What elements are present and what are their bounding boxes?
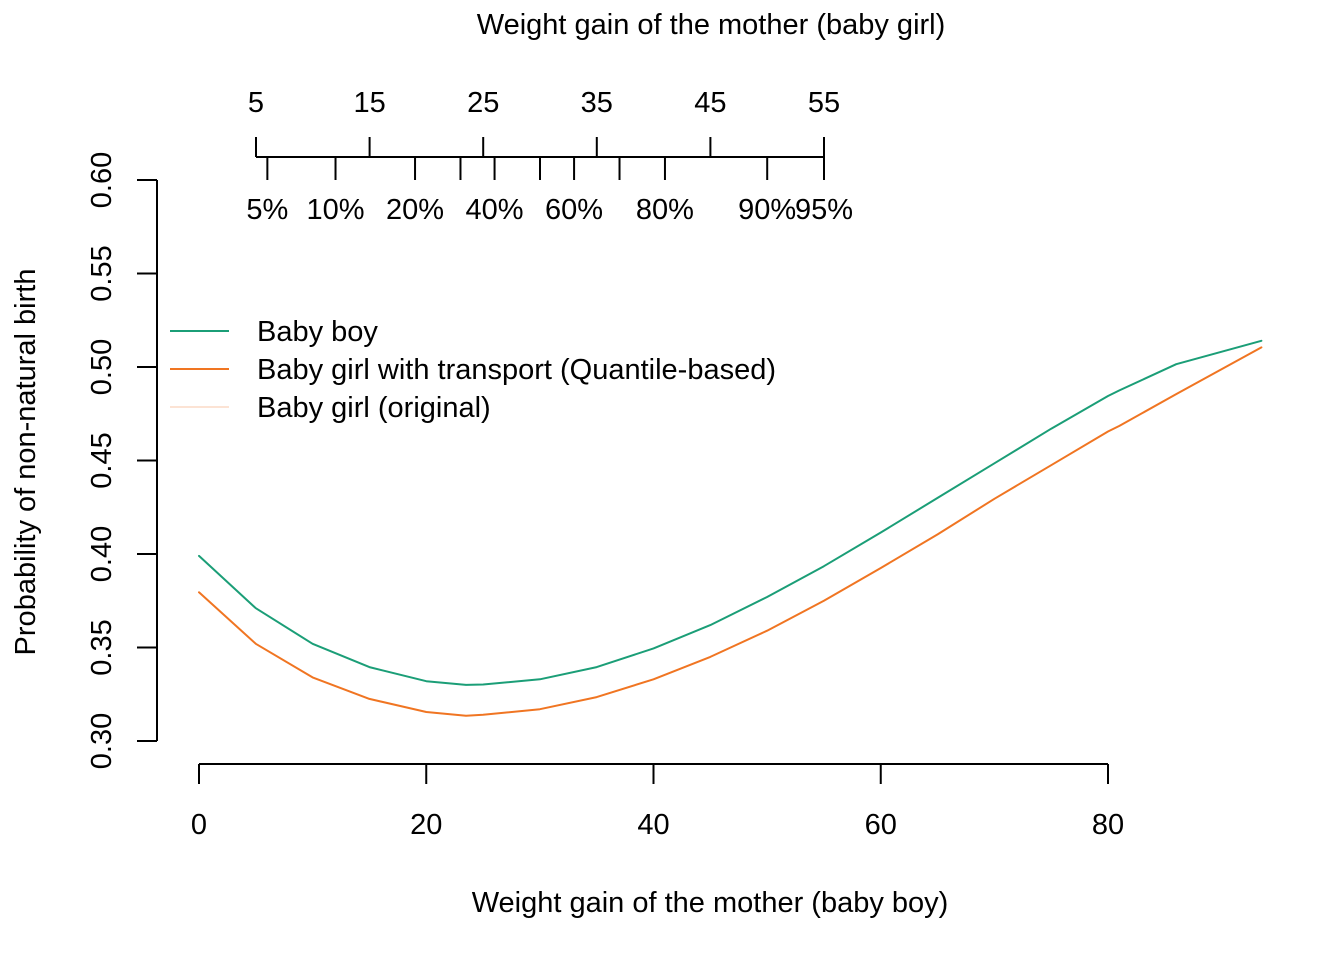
x-axis: 0 20 40 60 80	[191, 763, 1124, 841]
legend-label: Baby girl with transport (Quantile-based…	[257, 354, 776, 386]
y-tick-label: 0.50	[86, 339, 118, 395]
percentile-label: 60%	[545, 194, 603, 226]
y-tick-label: 0.55	[86, 245, 118, 301]
top-axis-title: Weight gain of the mother (baby girl)	[477, 9, 946, 41]
percentile-label: 80%	[636, 194, 694, 226]
series-line-0	[198, 339, 1263, 686]
x-tick-label: 20	[410, 809, 442, 841]
x-tick-label: 0	[191, 809, 207, 841]
legend-label: Baby girl (original)	[257, 392, 491, 424]
legend: Baby boy Baby girl with transport (Quanti…	[170, 316, 776, 424]
x-tick-label: 80	[1092, 809, 1124, 841]
y-tick-label: 0.35	[86, 619, 118, 675]
series-layer	[198, 339, 1263, 717]
top-tick-label: 55	[808, 87, 840, 119]
percentile-label: 20%	[386, 194, 444, 226]
top-tick-label: 25	[467, 87, 499, 119]
top-tick-label: 35	[581, 87, 613, 119]
top-tick-label: 15	[353, 87, 385, 119]
y-tick-label: 0.45	[86, 432, 118, 488]
y-tick-label: 0.40	[86, 526, 118, 582]
legend-label: Baby boy	[257, 316, 378, 348]
percentile-label: 40%	[466, 194, 524, 226]
percentile-label: 10%	[306, 194, 364, 226]
top-tick-label: 45	[694, 87, 726, 119]
y-tick-label: 0.30	[86, 713, 118, 769]
series-line-1	[198, 346, 1263, 717]
percentile-label: 90%	[738, 194, 796, 226]
x-tick-label: 60	[865, 809, 897, 841]
percentile-label: 5%	[246, 194, 288, 226]
x-axis-title: Weight gain of the mother (baby boy)	[472, 887, 949, 919]
y-axis: 0.30 0.35 0.40 0.45 0.50 0.55 0.60	[86, 152, 158, 769]
y-axis-title: Probability of non-natural birth	[10, 269, 42, 656]
top-axis: 5 15 25 35 45 55 5% 10% 20% 40% 60% 80% 90%95%	[246, 87, 853, 226]
x-tick-label: 40	[637, 809, 669, 841]
percentile-label: 95%	[795, 194, 853, 226]
top-tick-label: 5	[248, 87, 264, 119]
y-tick-label: 0.60	[86, 152, 118, 208]
